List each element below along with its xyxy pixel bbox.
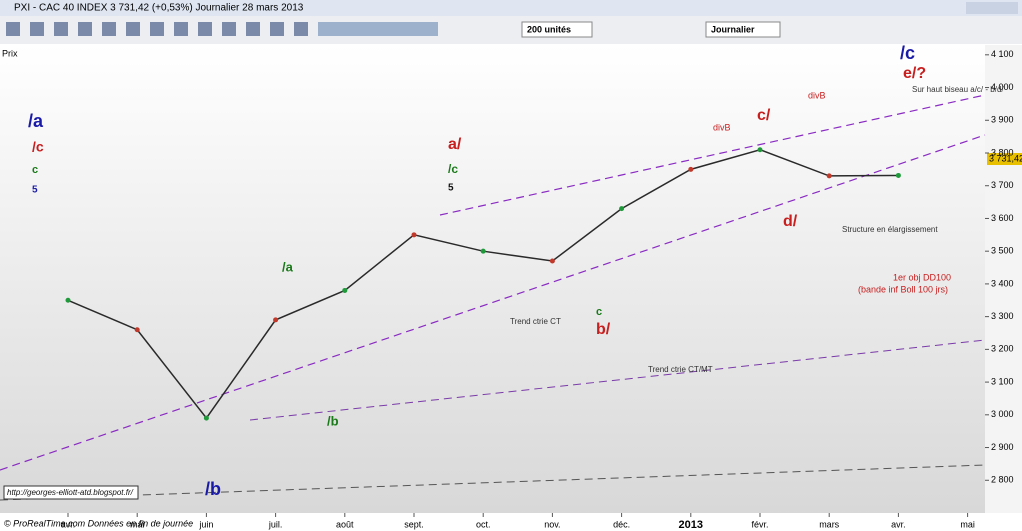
y-tick-label: 4 100	[991, 49, 1014, 59]
y-tick-label: 3 700	[991, 180, 1014, 190]
annotation: Structure en élargissement	[842, 225, 938, 234]
annotation: c	[32, 164, 38, 176]
annotation: 5	[448, 183, 454, 194]
annotation: c/	[757, 107, 771, 124]
x-tick-label: juin	[198, 519, 213, 529]
x-tick-label: avr.	[61, 519, 76, 529]
x-tick-label: sept.	[404, 519, 424, 529]
plot-area	[0, 45, 985, 513]
y-tick-label: 3 100	[991, 376, 1014, 386]
x-tick-label: août	[336, 519, 354, 529]
y-tick-label: 3 600	[991, 213, 1014, 223]
units-label: 200 unités	[527, 24, 571, 34]
y-tick-label: 2 800	[991, 475, 1014, 485]
footer: © ProRealTime.com Données en fin de jour…	[4, 518, 193, 528]
price-point	[203, 415, 209, 421]
title-bar	[0, 0, 1022, 16]
y-tick-label: 3 800	[991, 147, 1014, 157]
price-point	[826, 173, 832, 179]
annotation: /a	[28, 111, 44, 131]
annotation: 5	[32, 185, 38, 196]
annotation: b/	[596, 321, 611, 338]
y-tick-label: 3 300	[991, 311, 1014, 321]
annotation: e/?	[903, 65, 926, 82]
annotation: Trend ctrie CT	[510, 317, 561, 326]
x-tick-label: juil.	[268, 519, 283, 529]
pane-label: Prix	[2, 48, 18, 58]
annotation: /c	[448, 162, 458, 176]
period-dropdown[interactable]	[705, 21, 781, 38]
tool-icons[interactable]	[6, 22, 438, 36]
url-box	[3, 485, 139, 500]
y-tick-label: 3 500	[991, 246, 1014, 256]
x-tick-label: mars	[819, 519, 839, 529]
price-point	[895, 172, 901, 178]
last-price: 3 731,42	[989, 153, 1022, 163]
toolbar	[0, 16, 1022, 44]
annotation: a/	[448, 136, 462, 153]
window-buttons[interactable]	[966, 2, 1018, 14]
price-point	[480, 248, 486, 254]
x-tick-label: mai	[960, 519, 975, 529]
y-tick-label: 4 000	[991, 82, 1014, 92]
price-point	[619, 206, 625, 212]
units-dropdown[interactable]	[521, 21, 593, 38]
period-label: Journalier	[711, 24, 755, 34]
y-tick-label: 2 900	[991, 442, 1014, 452]
y-axis	[985, 45, 1022, 513]
annotation: http://georges-elliott-atd.blogspot.fr/	[7, 488, 134, 497]
price-point	[688, 166, 694, 172]
last-price-box	[987, 153, 1022, 165]
x-tick-label: oct.	[476, 519, 491, 529]
annotation: Sur haut biseau a/c/ - b/d/	[912, 85, 1004, 94]
x-tick-label: avr.	[891, 519, 906, 529]
annotation: /c	[900, 43, 915, 63]
price-point	[549, 258, 555, 264]
price-point	[273, 317, 279, 323]
annotation: divB	[808, 90, 826, 100]
annotation: /b	[327, 413, 339, 428]
y-tick-label: 3 000	[991, 409, 1014, 419]
x-tick-label: févr.	[751, 519, 768, 529]
y-tick-label: 3 900	[991, 115, 1014, 125]
annotation: /c	[32, 139, 44, 155]
x-tick-label: 2013	[679, 519, 703, 531]
annotation: c	[596, 306, 602, 318]
annotation: divB	[713, 122, 731, 132]
price-point	[757, 147, 763, 153]
window-title: PXI - CAC 40 INDEX 3 731,42 (+0,53%) Jou…	[14, 3, 304, 14]
x-tick-label: nov.	[544, 519, 560, 529]
price-point	[134, 327, 140, 333]
price-point	[342, 287, 348, 293]
annotation: /b	[205, 479, 221, 499]
annotation: /a	[282, 259, 294, 274]
annotation: (bande inf Boll 100 jrs)	[858, 284, 948, 294]
price-point	[411, 232, 417, 238]
y-tick-label: 3 200	[991, 344, 1014, 354]
y-tick-label: 3 400	[991, 278, 1014, 288]
annotation: d/	[783, 213, 798, 230]
x-tick-label: déc.	[613, 519, 630, 529]
trend-lines	[0, 94, 986, 501]
annotation: 1er obj DD100	[893, 272, 951, 282]
x-tick-label: mai	[130, 519, 145, 529]
annotation: Trend ctrie CT/MT	[648, 365, 713, 374]
price-point	[65, 297, 71, 303]
